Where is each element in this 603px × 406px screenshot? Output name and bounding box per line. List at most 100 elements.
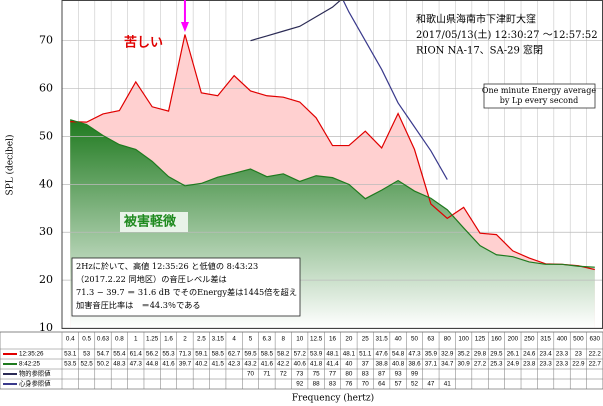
x-tick-label: 2.5 — [197, 336, 206, 343]
value-cell: 34.7 — [441, 361, 454, 368]
x-axis-title: Frequency (hertz) — [292, 393, 374, 404]
x-tick-label: 100 — [458, 336, 469, 343]
value-cell: 32.9 — [441, 351, 454, 358]
value-cell: 58.5 — [212, 351, 225, 358]
x-tick-label: 5 — [249, 336, 253, 343]
x-tick-label: 0.4 — [66, 336, 75, 343]
value-cell: 48.3 — [113, 361, 126, 368]
value-cell: 58.2 — [277, 351, 290, 358]
value-cell: 23.3 — [556, 361, 569, 368]
note-text: 71.3 − 39.7 ＝ 31.6 dB でそのEnergy差は1445倍を超… — [76, 287, 297, 297]
x-tick-label: 315 — [540, 336, 551, 343]
value-cell: 72 — [280, 371, 288, 378]
note-text: 加害音圧比率は ＝44.3％である — [76, 300, 201, 310]
value-cell: 71.3 — [179, 351, 192, 358]
y-axis-title: SPL (decibel) — [5, 134, 16, 195]
x-tick-label: 160 — [491, 336, 502, 343]
x-tick-label: 500 — [573, 336, 584, 343]
value-cell: 64 — [378, 381, 386, 388]
value-cell: 48.1 — [326, 351, 339, 358]
table-bg — [0, 331, 603, 390]
value-cell: 41.4 — [326, 361, 339, 368]
x-tick-label: 16 — [329, 336, 337, 343]
value-cell: 25.3 — [490, 361, 503, 368]
value-cell: 29.5 — [490, 351, 503, 358]
value-cell: 29.8 — [474, 351, 487, 358]
x-tick-label: 250 — [524, 336, 535, 343]
value-cell: 22.7 — [589, 361, 602, 368]
value-cell: 40.2 — [195, 361, 208, 368]
method-text: One minute Energy average — [482, 86, 596, 95]
value-cell: 23.3 — [556, 351, 569, 358]
value-cell: 53.1 — [64, 351, 77, 358]
value-cell: 50.2 — [97, 361, 110, 368]
series-line — [342, 0, 448, 180]
arrow-head — [180, 22, 189, 32]
y-tick-label: 50 — [39, 129, 53, 142]
x-tick-label: 0.5 — [82, 336, 91, 343]
y-tick-label: 60 — [39, 82, 53, 95]
value-cell: 40.6 — [294, 361, 307, 368]
legend-label: 心身参照値 — [19, 379, 51, 388]
value-cell: 42.3 — [228, 361, 241, 368]
value-cell: 22.9 — [572, 361, 585, 368]
value-cell: 83 — [329, 381, 337, 388]
value-cell: 40.8 — [392, 361, 405, 368]
value-cell: 80 — [345, 371, 353, 378]
series-line — [70, 119, 595, 268]
value-cell: 22.2 — [589, 351, 602, 358]
x-tick-label: 80 — [444, 336, 452, 343]
x-tick-label: 3.15 — [212, 336, 225, 343]
low-label: 被害軽微 — [123, 214, 177, 230]
x-tick-label: 20 — [345, 336, 353, 343]
value-cell: 23 — [575, 351, 583, 358]
value-cell: 24.6 — [523, 351, 536, 358]
value-cell: 51.1 — [359, 351, 372, 358]
x-tick-label: 0.63 — [97, 336, 110, 343]
method-text: by Lp every second — [500, 96, 578, 105]
value-cell: 55.3 — [162, 351, 175, 358]
info-text: 和歌山県海南市下津町大窪 — [416, 13, 536, 26]
note-text: 2Hzに於いて、高値 12:35:26 と低値の 8:43:23 — [76, 261, 258, 271]
value-cell: 53.9 — [310, 351, 323, 358]
value-cell: 37.1 — [425, 361, 438, 368]
x-tick-label: 1.25 — [146, 336, 159, 343]
value-cell: 52 — [411, 381, 419, 388]
value-cell: 57.2 — [294, 351, 307, 358]
value-cell: 52.5 — [80, 361, 93, 368]
value-cell: 54.8 — [392, 351, 405, 358]
value-cell: 53.5 — [64, 361, 77, 368]
x-tick-label: 125 — [475, 336, 486, 343]
x-tick-label: 31.5 — [376, 336, 389, 343]
value-cell: 24.9 — [507, 361, 520, 368]
value-cell: 38.8 — [376, 361, 389, 368]
value-cell: 26.1 — [507, 351, 520, 358]
value-cell: 59.5 — [244, 351, 257, 358]
x-tick-label: 12.5 — [310, 336, 323, 343]
value-cell: 35.9 — [425, 351, 438, 358]
x-tick-label: 8 — [282, 336, 286, 343]
value-cell: 23.8 — [523, 361, 536, 368]
value-cell: 41.6 — [261, 361, 274, 368]
value-cell: 88 — [313, 381, 321, 388]
value-cell: 44.8 — [146, 361, 159, 368]
info-text: RION NA-17、SA-29 窓閉 — [416, 44, 543, 57]
value-cell: 41.5 — [212, 361, 225, 368]
value-cell: 77 — [329, 371, 337, 378]
value-cell: 55.4 — [113, 351, 126, 358]
note-box — [71, 257, 301, 317]
legend-label: 8:42:25 — [19, 361, 41, 368]
high-label: 苦しい — [124, 35, 163, 51]
value-cell: 27.2 — [474, 361, 487, 368]
value-cell: 59.1 — [195, 351, 208, 358]
x-tick-label: 10 — [296, 336, 304, 343]
y-tick-label: 30 — [39, 225, 53, 238]
value-cell: 47.3 — [408, 351, 421, 358]
value-cell: 53 — [83, 351, 91, 358]
value-cell: 54.7 — [97, 351, 110, 358]
x-tick-label: 1 — [134, 336, 138, 343]
value-cell: 23.4 — [539, 351, 552, 358]
value-cell: 58.5 — [261, 351, 274, 358]
value-cell: 41 — [444, 381, 452, 388]
info-text: 2017/05/13(土) 12:30:27 ～12:57:52 — [416, 28, 598, 41]
